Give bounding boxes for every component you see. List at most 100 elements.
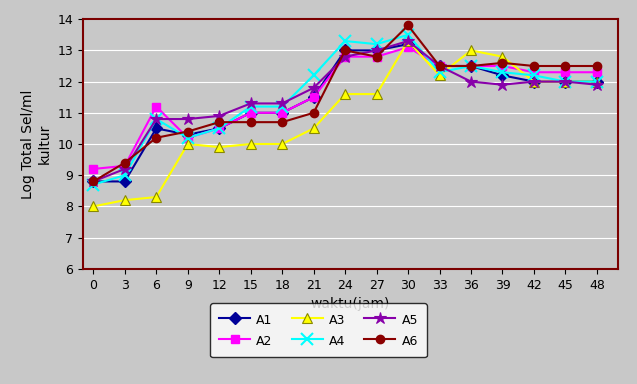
A5 — [152, 117, 160, 121]
A5 — [467, 79, 475, 84]
A6 — [310, 111, 317, 115]
A4 — [404, 33, 412, 37]
A1 — [184, 132, 192, 137]
A5 — [310, 86, 317, 90]
A1 — [310, 95, 317, 99]
A1 — [499, 73, 506, 78]
A2 — [310, 95, 317, 99]
A2 — [373, 55, 380, 59]
A1 — [404, 42, 412, 46]
A4 — [247, 104, 255, 109]
A4 — [121, 173, 129, 177]
A4 — [562, 79, 569, 84]
A5 — [404, 39, 412, 43]
A2 — [215, 126, 223, 131]
A6 — [404, 23, 412, 28]
A3 — [404, 39, 412, 43]
A6 — [530, 64, 538, 68]
A6 — [373, 55, 380, 59]
A6 — [499, 61, 506, 65]
A4 — [467, 64, 475, 68]
Line: A6: A6 — [89, 21, 601, 185]
A2 — [152, 104, 160, 109]
Line: A4: A4 — [88, 29, 603, 190]
A4 — [215, 126, 223, 131]
A2 — [499, 64, 506, 68]
A2 — [530, 70, 538, 74]
A1 — [278, 111, 286, 115]
A3 — [310, 126, 317, 131]
A5 — [562, 79, 569, 84]
A4 — [278, 104, 286, 109]
A2 — [404, 45, 412, 50]
Line: A1: A1 — [89, 40, 601, 185]
A1 — [562, 79, 569, 84]
A3 — [215, 145, 223, 149]
A5 — [341, 55, 349, 59]
A1 — [373, 48, 380, 53]
Line: A2: A2 — [89, 43, 601, 173]
A5 — [436, 64, 443, 68]
A2 — [121, 164, 129, 168]
A5 — [121, 167, 129, 171]
A4 — [310, 73, 317, 78]
A3 — [530, 79, 538, 84]
Line: A5: A5 — [87, 35, 603, 188]
Y-axis label: Log Total Sel/ml
kultur: Log Total Sel/ml kultur — [22, 89, 52, 199]
A1 — [436, 64, 443, 68]
A4 — [89, 182, 97, 187]
A5 — [184, 117, 192, 121]
A1 — [247, 111, 255, 115]
A5 — [499, 83, 506, 87]
A2 — [89, 167, 97, 171]
A6 — [121, 161, 129, 165]
A4 — [499, 70, 506, 74]
A1 — [121, 179, 129, 184]
A3 — [373, 92, 380, 96]
A4 — [373, 42, 380, 46]
A2 — [247, 111, 255, 115]
A3 — [593, 79, 601, 84]
A3 — [341, 92, 349, 96]
A6 — [247, 120, 255, 124]
A2 — [278, 111, 286, 115]
A3 — [499, 55, 506, 59]
A3 — [152, 195, 160, 199]
A5 — [530, 79, 538, 84]
A2 — [184, 136, 192, 140]
Line: A3: A3 — [89, 36, 602, 211]
A3 — [467, 48, 475, 53]
A3 — [247, 142, 255, 146]
A6 — [184, 129, 192, 134]
A4 — [593, 79, 601, 84]
X-axis label: waktu(jam): waktu(jam) — [311, 297, 390, 311]
A6 — [436, 64, 443, 68]
A3 — [278, 142, 286, 146]
A1 — [152, 126, 160, 131]
A6 — [593, 64, 601, 68]
Legend: A1, A2, A3, A4, A5, A6: A1, A2, A3, A4, A5, A6 — [210, 303, 427, 358]
A6 — [278, 120, 286, 124]
A3 — [562, 79, 569, 84]
A5 — [373, 48, 380, 53]
A1 — [341, 48, 349, 53]
A2 — [436, 64, 443, 68]
A5 — [215, 114, 223, 118]
A2 — [593, 70, 601, 74]
A4 — [184, 136, 192, 140]
A5 — [247, 101, 255, 106]
A6 — [467, 64, 475, 68]
A2 — [562, 70, 569, 74]
A6 — [341, 48, 349, 53]
A6 — [152, 136, 160, 140]
A5 — [278, 101, 286, 106]
A4 — [152, 117, 160, 121]
A4 — [436, 70, 443, 74]
A2 — [467, 64, 475, 68]
A1 — [89, 179, 97, 184]
A1 — [467, 64, 475, 68]
A6 — [562, 64, 569, 68]
A3 — [184, 142, 192, 146]
A2 — [341, 55, 349, 59]
A1 — [593, 79, 601, 84]
